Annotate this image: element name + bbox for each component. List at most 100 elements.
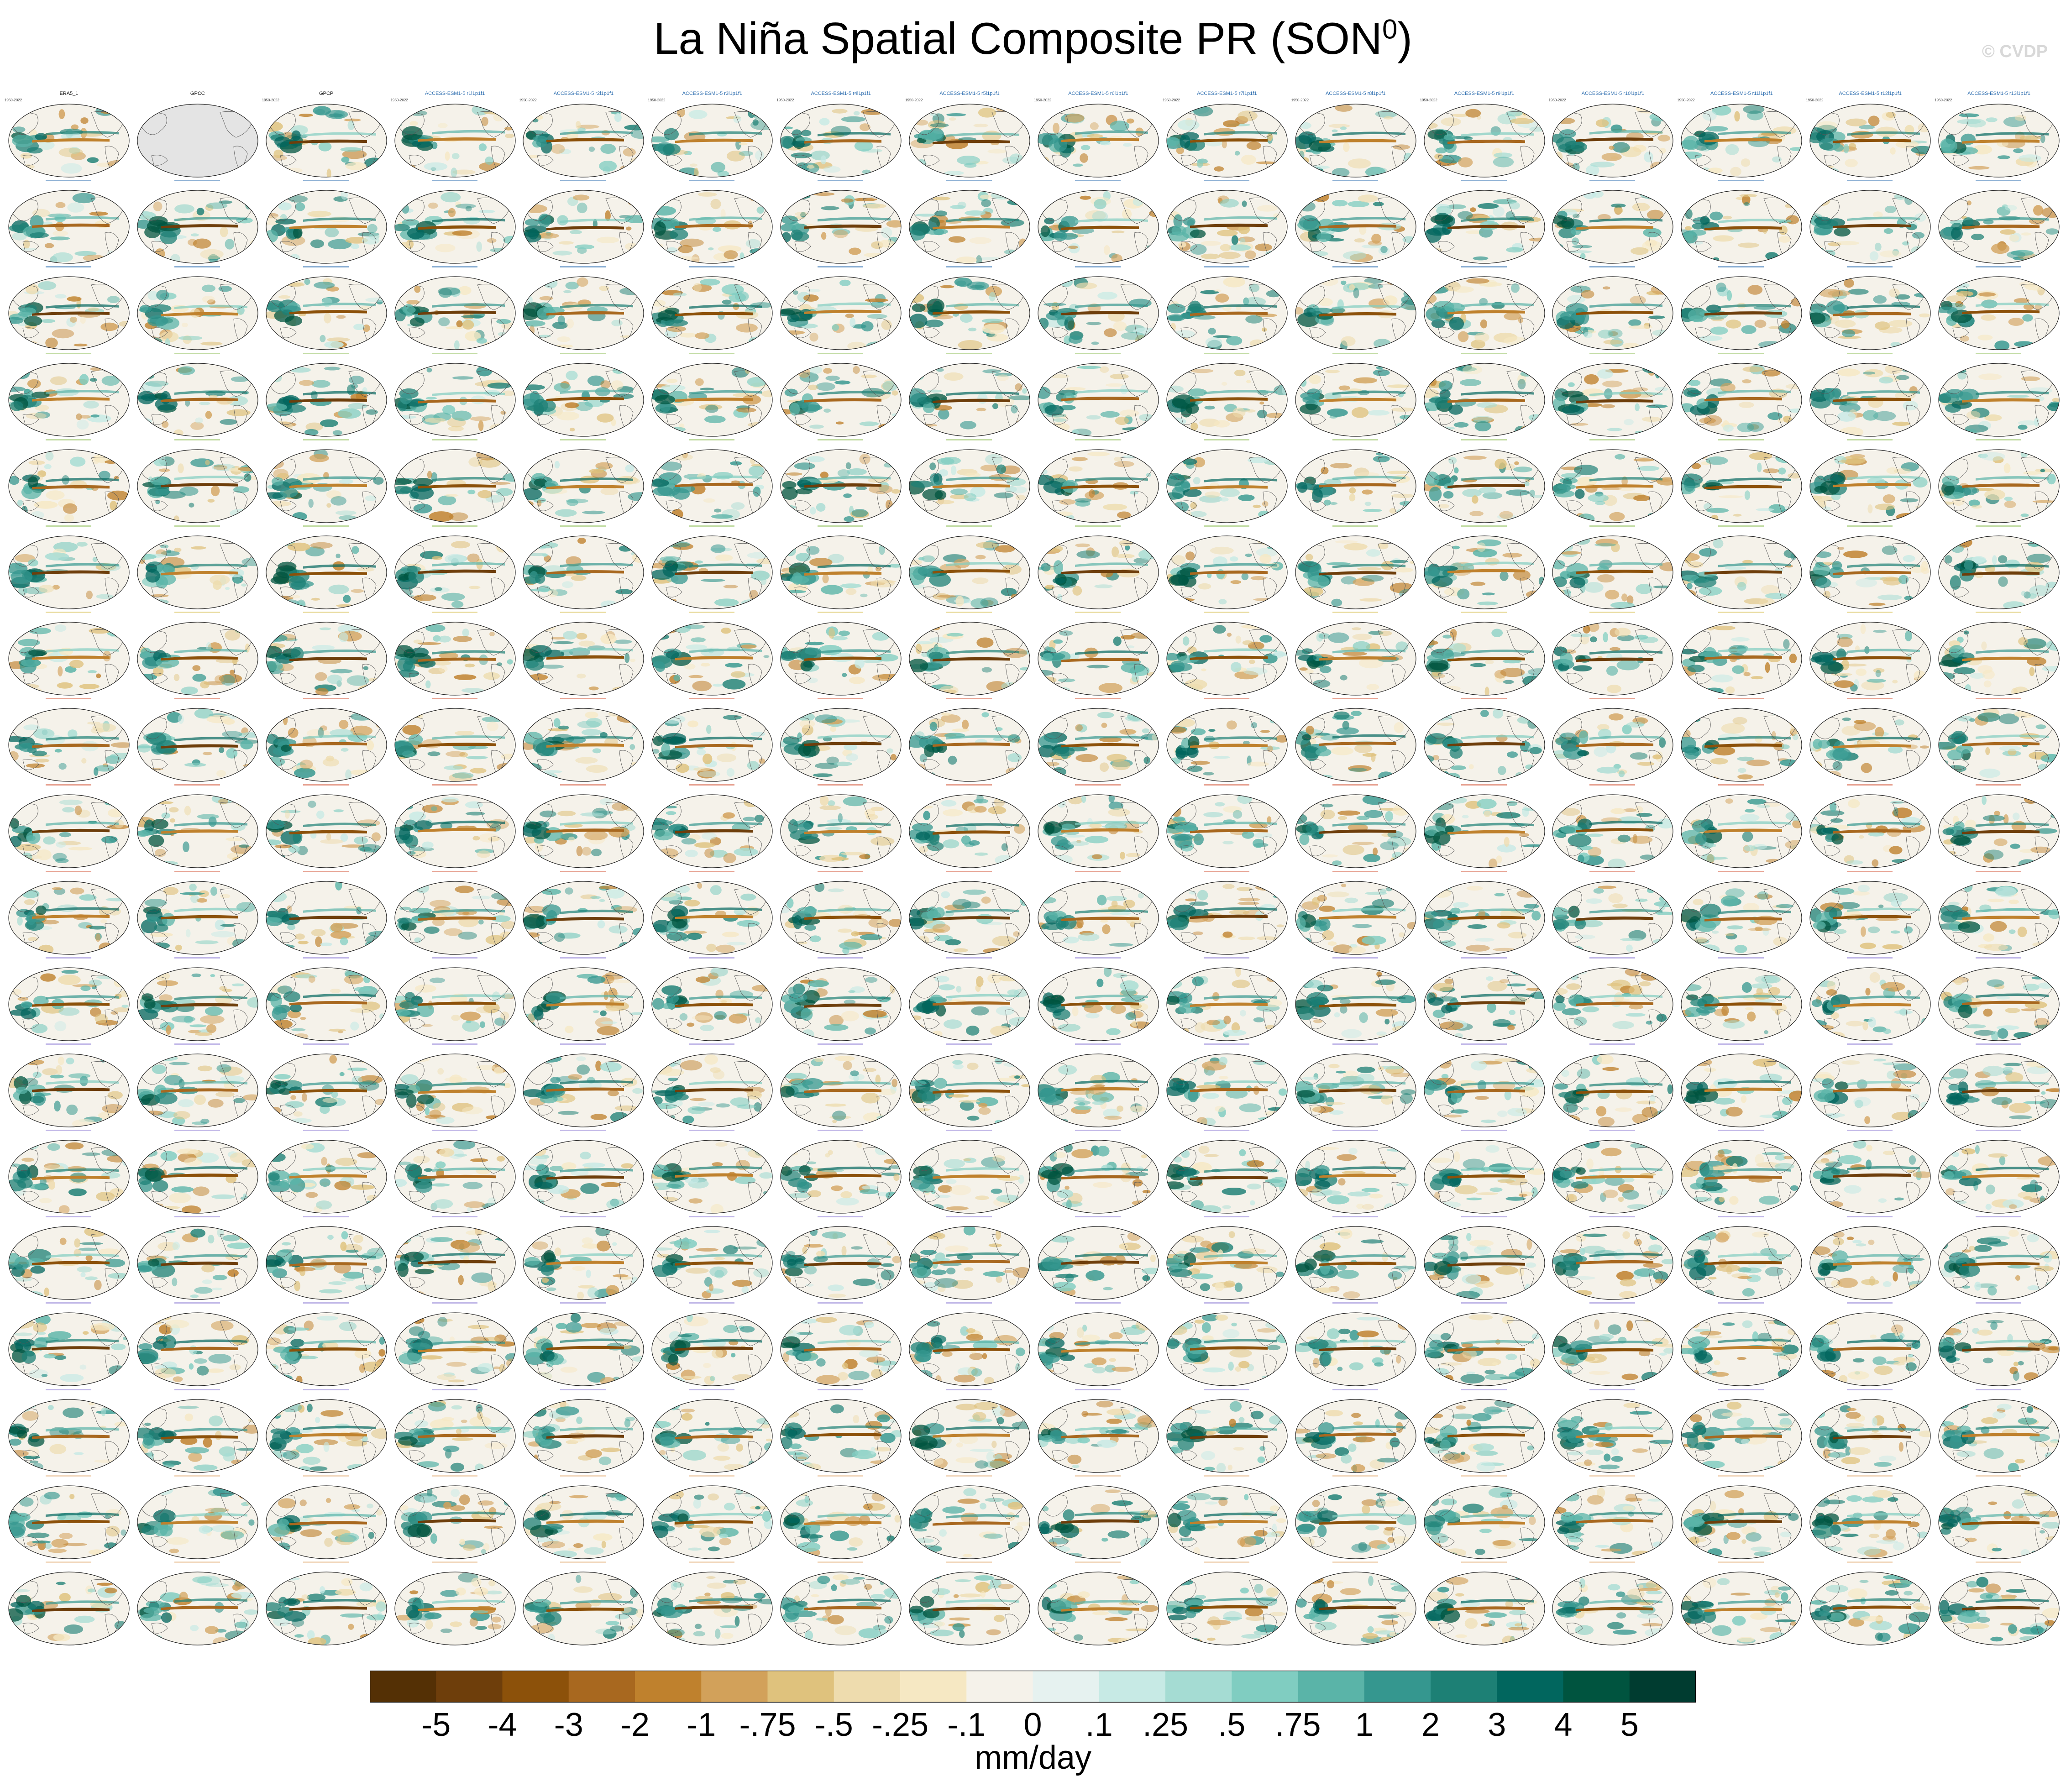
anomaly-blob xyxy=(404,164,415,171)
anomaly-blob xyxy=(1751,676,1764,680)
anomaly-blob xyxy=(1912,539,1921,549)
map-panel xyxy=(1677,352,1806,442)
anomaly-blob xyxy=(1723,424,1734,432)
anomaly-blob xyxy=(432,555,442,560)
anomaly-blob xyxy=(1759,597,1775,608)
anomaly-blob xyxy=(982,369,1002,373)
anomaly-blob xyxy=(341,748,349,752)
map-panel xyxy=(776,698,905,787)
anomaly-blob xyxy=(1875,321,1890,330)
panel-title-placeholder xyxy=(1589,180,1636,182)
map-panel xyxy=(519,612,648,701)
panel-period: 1950-2022 xyxy=(4,98,22,102)
map-panel-plot xyxy=(1038,449,1159,523)
map-panel xyxy=(5,352,133,442)
anomaly-blob xyxy=(1477,203,1499,209)
map-panel-plot xyxy=(1038,190,1159,264)
panel-title-placeholder xyxy=(1461,352,1507,354)
anomaly-blob xyxy=(2013,686,2028,695)
anomaly-blob xyxy=(632,552,644,563)
wet-region xyxy=(781,650,797,661)
panel-title-placeholder xyxy=(1589,525,1636,527)
map-panel xyxy=(519,266,648,355)
panel-title-placeholder xyxy=(1461,266,1507,268)
anomaly-blob xyxy=(68,147,80,154)
anomaly-blob xyxy=(784,545,797,556)
anomaly-blob xyxy=(326,337,350,342)
panel-title-placeholder xyxy=(45,439,91,440)
anomaly-blob xyxy=(1911,246,1925,256)
map-panel-plot xyxy=(780,104,902,178)
panel-title-placeholder xyxy=(1847,439,1893,440)
anomaly-blob xyxy=(1222,120,1240,127)
wet-region xyxy=(20,307,36,315)
anomaly-blob xyxy=(1636,104,1659,114)
map-panel xyxy=(648,439,776,528)
anomaly-blob xyxy=(52,252,73,262)
anomaly-blob xyxy=(428,202,438,209)
continent-outline xyxy=(1424,198,1540,256)
anomaly-blob xyxy=(704,415,726,423)
wet-region xyxy=(781,308,802,315)
anomaly-blob xyxy=(199,401,210,405)
map-field xyxy=(1295,105,1414,177)
anomaly-blob xyxy=(665,710,674,715)
anomaly-blob xyxy=(981,667,992,673)
anomaly-blob xyxy=(336,315,346,319)
anomaly-blob xyxy=(1894,468,1912,474)
panel-title-placeholder xyxy=(818,266,864,268)
anomaly-blob xyxy=(478,420,483,431)
panel-title-placeholder xyxy=(818,180,864,182)
wet-region xyxy=(1181,132,1199,141)
anomaly-blob xyxy=(87,670,97,674)
wet-region xyxy=(1426,654,1444,661)
anomaly-blob xyxy=(1517,378,1526,389)
anomaly-blob xyxy=(1886,111,1896,118)
anomaly-blob xyxy=(909,559,923,565)
anomaly-blob xyxy=(79,414,91,419)
anomaly-blob xyxy=(540,296,553,301)
wet-region xyxy=(1443,134,1456,141)
panel-title-placeholder xyxy=(1203,525,1249,527)
anomaly-blob xyxy=(45,552,69,561)
anomaly-blob xyxy=(1685,381,1691,384)
anomaly-blob xyxy=(141,539,151,547)
anomaly-blob xyxy=(554,383,571,392)
anomaly-blob xyxy=(337,408,361,419)
anomaly-blob xyxy=(1139,414,1154,421)
wet-region xyxy=(664,320,688,327)
anomaly-blob xyxy=(1843,144,1849,153)
map-panel xyxy=(1420,525,1549,614)
anomaly-blob xyxy=(449,512,468,521)
anomaly-blob xyxy=(1457,211,1473,220)
wet-region xyxy=(1171,225,1186,236)
anomaly-blob xyxy=(1340,126,1347,130)
anomaly-blob xyxy=(467,489,475,494)
anomaly-blob xyxy=(181,686,198,695)
anomaly-blob xyxy=(455,204,476,209)
anomaly-blob xyxy=(1245,409,1256,413)
anomaly-blob xyxy=(1712,105,1731,116)
anomaly-blob xyxy=(1648,512,1669,517)
wet-region xyxy=(1950,575,1961,590)
anomaly-blob xyxy=(483,672,500,680)
anomaly-blob xyxy=(1597,368,1614,379)
map-panel xyxy=(5,698,133,787)
anomaly-blob xyxy=(973,123,988,127)
anomaly-blob xyxy=(891,390,898,396)
anomaly-blob xyxy=(624,215,644,224)
anomaly-blob xyxy=(299,114,313,117)
anomaly-blob xyxy=(1536,164,1542,174)
anomaly-blob xyxy=(909,680,926,686)
anomaly-blob xyxy=(1552,542,1573,552)
anomaly-blob xyxy=(1643,228,1662,238)
anomaly-blob xyxy=(295,202,305,211)
anomaly-blob xyxy=(351,589,364,593)
anomaly-blob xyxy=(1896,375,1909,380)
anomaly-blob xyxy=(478,143,487,152)
map-panel-plot xyxy=(1809,104,1931,178)
wet-region xyxy=(21,659,41,667)
anomaly-blob xyxy=(1257,535,1278,545)
anomaly-blob xyxy=(960,314,973,323)
wet-region xyxy=(523,649,540,661)
